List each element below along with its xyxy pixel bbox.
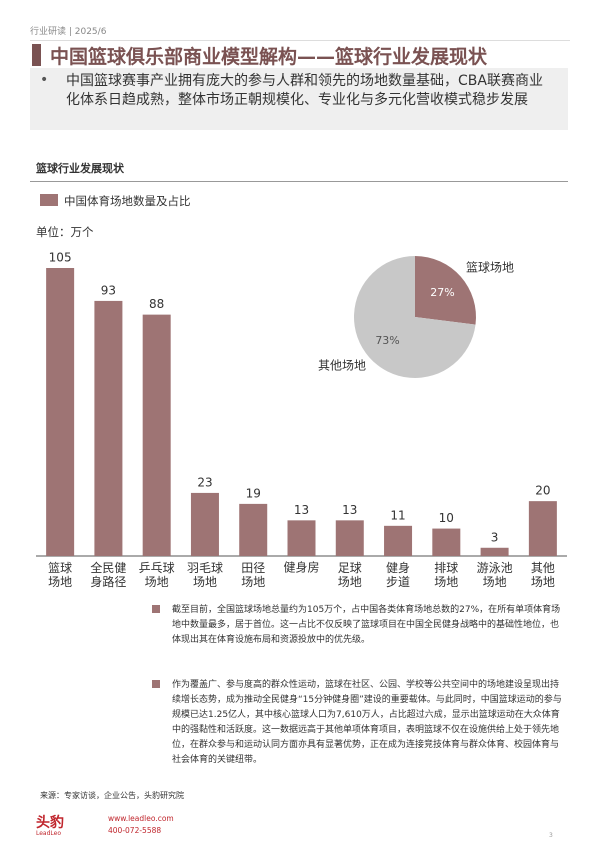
value-label: 19 bbox=[246, 486, 261, 500]
bar bbox=[528, 501, 557, 556]
page-number: 3 bbox=[549, 832, 553, 839]
x-tick-label: 排球场地 bbox=[434, 561, 458, 589]
x-tick-label: 健身步道 bbox=[386, 560, 410, 589]
value-label: 88 bbox=[149, 297, 164, 311]
legend-swatch bbox=[40, 194, 58, 206]
value-label: 20 bbox=[535, 484, 550, 498]
source: 来源：专家访谈，企业公告，头豹研究院 bbox=[40, 791, 184, 800]
unit-label: 单位：万个 bbox=[36, 225, 94, 239]
value-label: 93 bbox=[101, 283, 116, 297]
bar bbox=[432, 528, 461, 556]
header-tag: 行业研读 | 2025/6 bbox=[30, 27, 107, 37]
value-label: 23 bbox=[197, 475, 212, 489]
pie-value-label: 73% bbox=[375, 334, 399, 347]
x-tick-label: 田径场地 bbox=[241, 561, 265, 589]
x-tick-label: 其他场地 bbox=[531, 561, 555, 589]
bar bbox=[239, 503, 268, 556]
x-tick-label: 羽毛球场地 bbox=[187, 561, 223, 589]
x-tick-label: 全民健身路径 bbox=[90, 560, 126, 589]
value-label: 11 bbox=[390, 508, 405, 522]
pie-slice bbox=[353, 256, 476, 378]
bullet: • bbox=[40, 72, 49, 88]
summary: 中国篮球赛事产业拥有庞大的参与人群和领先的场地数量基础，CBA联赛商业化体系日趋… bbox=[66, 73, 543, 108]
bar bbox=[287, 520, 316, 556]
logo-en: LeadLeo bbox=[36, 830, 62, 837]
bar bbox=[384, 525, 413, 556]
bar bbox=[142, 314, 171, 556]
pie-category-label: 篮球场地 bbox=[466, 260, 514, 275]
pie-category-label: 其他场地 bbox=[318, 359, 366, 373]
website: www.leadleo.com bbox=[108, 814, 174, 823]
x-tick-label: 游泳池场地 bbox=[477, 561, 513, 589]
value-label: 3 bbox=[491, 530, 499, 544]
bullet bbox=[152, 605, 160, 613]
value-label: 105 bbox=[49, 251, 72, 265]
value-label: 10 bbox=[439, 511, 454, 525]
bar bbox=[335, 520, 364, 556]
divider bbox=[30, 40, 570, 41]
bar bbox=[94, 300, 123, 556]
phone: 400-072-5588 bbox=[108, 826, 162, 835]
logo: 头豹 bbox=[36, 815, 64, 831]
summary-box bbox=[30, 68, 568, 130]
bar bbox=[46, 268, 75, 556]
paragraph: 截至目前，全国篮球场地总量约为105万个，占中国各类体育场地总数的27%，在所有… bbox=[172, 605, 561, 645]
divider bbox=[30, 181, 568, 182]
page-title: 中国篮球俱乐部商业模型解构——篮球行业发展现状 bbox=[50, 46, 488, 68]
bar bbox=[190, 492, 219, 556]
legend-label: 中国体育场地数量及占比 bbox=[64, 194, 191, 208]
paragraph: 作为覆盖广、参与度高的群众性运动，篮球在社区、公园、学校等公共空间中的场地建设呈… bbox=[172, 680, 562, 765]
value-label: 13 bbox=[294, 503, 309, 517]
bar bbox=[480, 547, 509, 556]
value-label: 13 bbox=[342, 503, 357, 517]
x-tick-label: 篮球场地 bbox=[48, 560, 72, 589]
title-marker bbox=[32, 44, 41, 66]
x-tick-label: 足球场地 bbox=[338, 561, 362, 589]
section-title: 篮球行业发展现状 bbox=[36, 162, 124, 175]
x-tick-label: 健身房 bbox=[283, 560, 319, 575]
pie-slice bbox=[415, 256, 476, 325]
bullet bbox=[152, 680, 160, 688]
x-tick-label: 乒乓球场地 bbox=[139, 561, 175, 589]
pie-value-label: 27% bbox=[430, 286, 454, 299]
